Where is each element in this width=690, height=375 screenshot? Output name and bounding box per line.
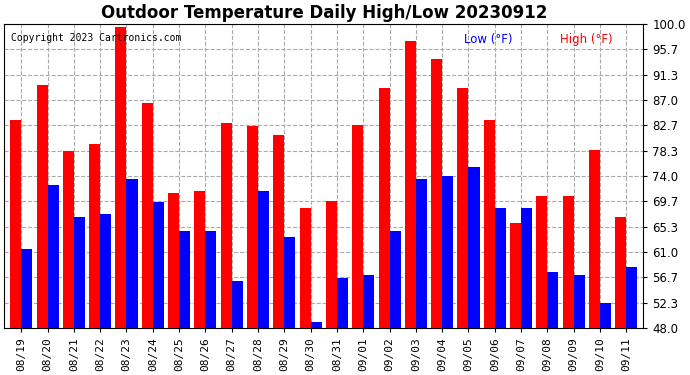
Bar (141, 103, 152, 375)
Title: Outdoor Temperature Daily High/Low 20230912: Outdoor Temperature Daily High/Low 20230… (101, 4, 547, 22)
Bar (179, 231, 190, 375)
Bar (615, 217, 627, 375)
Bar (310, 322, 322, 375)
Bar (63, 151, 74, 375)
Bar (573, 275, 584, 375)
Bar (416, 179, 427, 375)
Bar (37, 85, 48, 375)
Bar (74, 217, 85, 375)
Bar (457, 88, 469, 375)
Bar (627, 267, 638, 375)
Bar (152, 202, 164, 375)
Bar (206, 231, 217, 375)
Bar (510, 223, 521, 375)
Bar (469, 167, 480, 375)
Bar (600, 303, 611, 375)
Bar (442, 176, 453, 375)
Bar (48, 184, 59, 375)
Bar (168, 194, 179, 375)
Bar (258, 190, 269, 375)
Bar (232, 281, 243, 375)
Bar (337, 278, 348, 375)
Bar (589, 150, 600, 375)
Bar (195, 190, 206, 375)
Bar (273, 135, 284, 375)
Bar (484, 120, 495, 375)
Bar (247, 126, 258, 375)
Text: Copyright 2023 Cartronics.com: Copyright 2023 Cartronics.com (10, 33, 181, 43)
Bar (547, 273, 558, 375)
Bar (390, 231, 401, 375)
Text: Low (°F): Low (°F) (464, 33, 513, 46)
Bar (536, 196, 547, 375)
Bar (100, 214, 111, 375)
Bar (10, 120, 21, 375)
Bar (299, 208, 310, 375)
Bar (352, 125, 363, 375)
Text: High (°F): High (°F) (560, 33, 613, 46)
Bar (431, 59, 442, 375)
Bar (89, 144, 100, 375)
Bar (379, 88, 390, 375)
Bar (221, 123, 232, 375)
Bar (405, 41, 416, 375)
Bar (363, 275, 374, 375)
Bar (284, 237, 295, 375)
Bar (115, 27, 126, 375)
Bar (495, 208, 506, 375)
Bar (562, 196, 573, 375)
Bar (521, 208, 532, 375)
Bar (326, 201, 337, 375)
Bar (126, 179, 137, 375)
Bar (21, 249, 32, 375)
